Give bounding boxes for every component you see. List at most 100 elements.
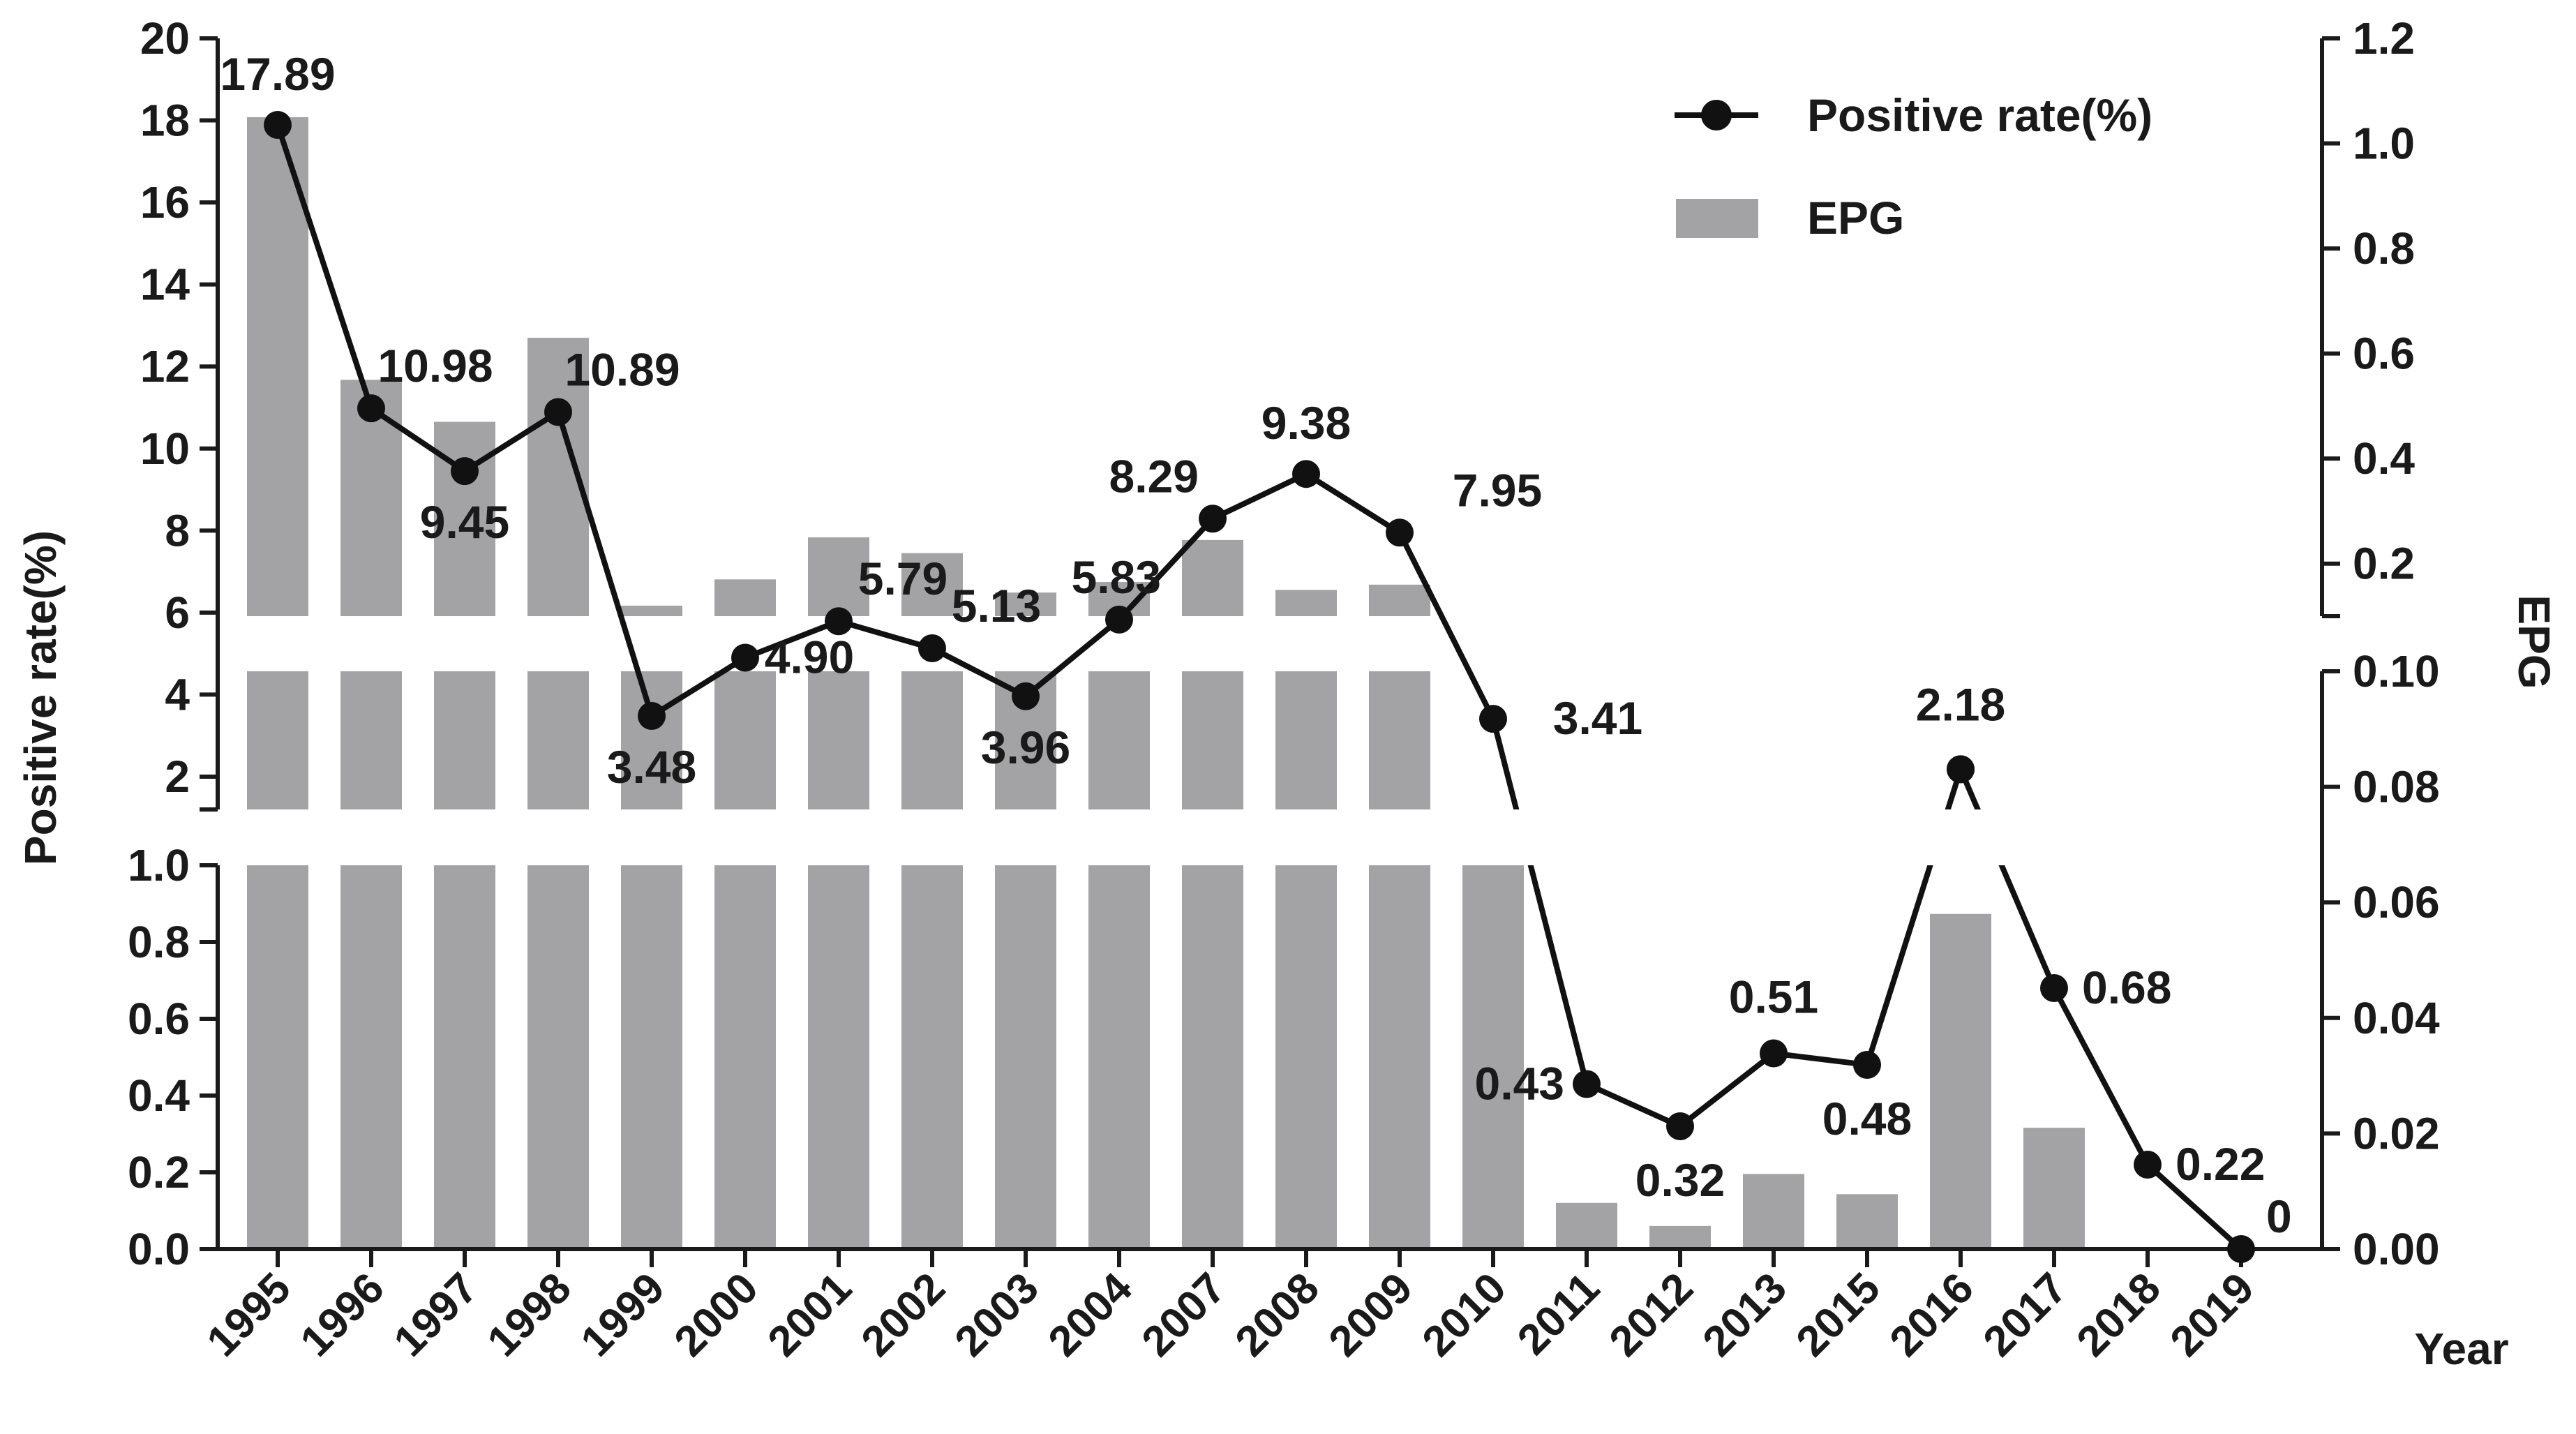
x-tick-label-2011: 2011	[1508, 1264, 1609, 1364]
positive-rate-point-2011	[1573, 1070, 1601, 1098]
positive-rate-point-2012	[1666, 1112, 1694, 1140]
right-tick-label: 0.02	[2353, 1108, 2440, 1158]
positive-rate-point-2016-top	[1947, 755, 1975, 784]
data-label-2018: 0.22	[2176, 1138, 2265, 1190]
epg-bar-2008	[1275, 590, 1337, 1249]
data-label-2002: 5.13	[952, 580, 1041, 632]
left-tick-label: 0.4	[128, 1070, 190, 1121]
right-tick-label: 0.8	[2353, 223, 2415, 274]
x-tick-label-2008: 2008	[1227, 1264, 1328, 1366]
x-tick-label-2015: 2015	[1788, 1264, 1889, 1366]
x-axis-title: Year	[2414, 1324, 2508, 1374]
right-tick-label: 1.2	[2353, 13, 2415, 64]
positive-rate-point-1997	[451, 457, 479, 486]
right-axis-break-band	[220, 616, 2320, 671]
data-label-1999: 3.48	[607, 741, 696, 793]
right-tick-label: 0.6	[2353, 329, 2415, 379]
data-label-2016: 2.18	[1916, 678, 2005, 730]
data-label-2003: 3.96	[981, 722, 1070, 773]
epg-bar-1998	[527, 338, 589, 1249]
positive-rate-point-1998	[544, 398, 572, 426]
data-labels: 17.89 10.98 9.45 10.89 3.48 4.905.795.13 3.96 5…	[220, 48, 2291, 1242]
data-label-1998: 10.89	[564, 343, 680, 395]
epg-bar-2015	[1836, 1194, 1898, 1249]
x-tick-label-2019: 2019	[2162, 1264, 2263, 1366]
left-tick-label: 20	[140, 13, 190, 64]
right-tick-label: 1.0	[2353, 119, 2415, 169]
left-tick-label: 0.2	[128, 1147, 190, 1197]
x-tick-label-2007: 2007	[1133, 1264, 1235, 1366]
data-label-2010: 3.41	[1553, 692, 1642, 744]
x-tick-label-2012: 2012	[1601, 1264, 1702, 1366]
y-axis-left-title: Positive rate(%)	[15, 530, 66, 865]
axes: 0.0 0.2 0.4 0.6 0.8 1.0 2 4 6 8 10 12 14 16 18 20 0.00 0.…	[128, 13, 2440, 1366]
positive-rate-point-1995	[264, 111, 292, 140]
positive-rate-point-2017	[2040, 974, 2068, 1002]
positive-rate-point-2003	[1012, 682, 1040, 710]
left-tick-label: 0.6	[128, 994, 190, 1044]
epg-bar-2011	[1556, 1202, 1617, 1249]
x-tick-label-1998: 1998	[479, 1264, 581, 1366]
legend-label-epg: EPG	[1807, 192, 1904, 244]
positive-rate-point-2019	[2227, 1235, 2255, 1263]
x-tick-label-2018: 2018	[2068, 1264, 2170, 1366]
epg-bar-2004	[1088, 582, 1150, 1249]
left-tick-label: 14	[140, 260, 190, 310]
data-label-1996: 10.98	[377, 340, 493, 391]
right-tick-label: 0.10	[2353, 646, 2440, 696]
left-tick-label: 2	[165, 752, 190, 802]
right-tick-label: 0.2	[2353, 539, 2415, 589]
right-tick-label: 0.08	[2353, 762, 2440, 812]
legend-marker-icon	[1701, 100, 1732, 130]
right-tick-label: 0.04	[2353, 993, 2440, 1043]
epg-bar-1995	[247, 117, 308, 1250]
x-tick-label-1996: 1996	[292, 1264, 394, 1366]
positive-rate-point-2018	[2134, 1151, 2162, 1179]
positive-rate-polyline	[275, 124, 2243, 1251]
left-tick-label: 6	[165, 588, 190, 638]
right-tick-label: 0.06	[2353, 877, 2440, 927]
legend-label-positive-rate: Positive rate(%)	[1807, 89, 2152, 141]
data-label-2012: 0.32	[1635, 1154, 1725, 1206]
positive-rate-point-2002	[918, 634, 946, 663]
x-tick-label-2000: 2000	[666, 1264, 767, 1366]
y-axis-right-title: EPG	[2509, 595, 2559, 689]
positive-rate-point-2001	[825, 607, 853, 636]
x-tick-label-1997: 1997	[385, 1264, 487, 1366]
x-tick-label-1999: 1999	[572, 1264, 674, 1366]
data-label-2007: 8.29	[1109, 450, 1199, 502]
left-tick-label: 10	[140, 424, 190, 474]
x-tick-label-2013: 2013	[1694, 1264, 1796, 1366]
data-label-2013: 0.51	[1729, 971, 1818, 1023]
positive-rate-point-2000	[731, 643, 759, 672]
positive-rate-point-2009	[1386, 518, 1414, 547]
left-tick-label: 1.0	[128, 840, 190, 890]
x-tick-label-2010: 2010	[1414, 1264, 1515, 1366]
data-label-2000: 4.90	[765, 632, 854, 683]
left-tick-label: 0.8	[128, 917, 190, 967]
epg-bar-2009	[1369, 584, 1430, 1249]
epg-bars	[247, 117, 2085, 1250]
x-tick-label-1995: 1995	[198, 1264, 300, 1366]
positive-rate-line	[220, 111, 2320, 1263]
x-tick-label-2016: 2016	[1881, 1264, 1983, 1366]
legend: Positive rate(%) EPG	[1675, 89, 2152, 244]
x-tick-label-2017: 2017	[1975, 1264, 2076, 1366]
data-label-2004: 5.83	[1072, 551, 1161, 603]
epg-bar-2010	[1462, 839, 1524, 1249]
positive-rate-point-2008	[1292, 460, 1320, 488]
left-tick-label: 18	[140, 96, 190, 146]
legend-bar-icon	[1676, 199, 1758, 238]
left-tick-label: 16	[140, 177, 190, 227]
positive-rate-point-1999	[638, 701, 666, 730]
left-tick-label: 12	[140, 341, 190, 391]
positive-rate-point-2015	[1853, 1051, 1881, 1079]
x-tick-label-2001: 2001	[759, 1264, 861, 1366]
epg-bar-2013	[1743, 1174, 1804, 1249]
data-label-2011: 0.43	[1475, 1058, 1564, 1110]
epg-bar-2000	[714, 579, 776, 1249]
positive-rate-point-2004	[1105, 605, 1133, 634]
epg-bar-2017	[2023, 1128, 2085, 1249]
x-tick-label-2003: 2003	[946, 1264, 1048, 1366]
